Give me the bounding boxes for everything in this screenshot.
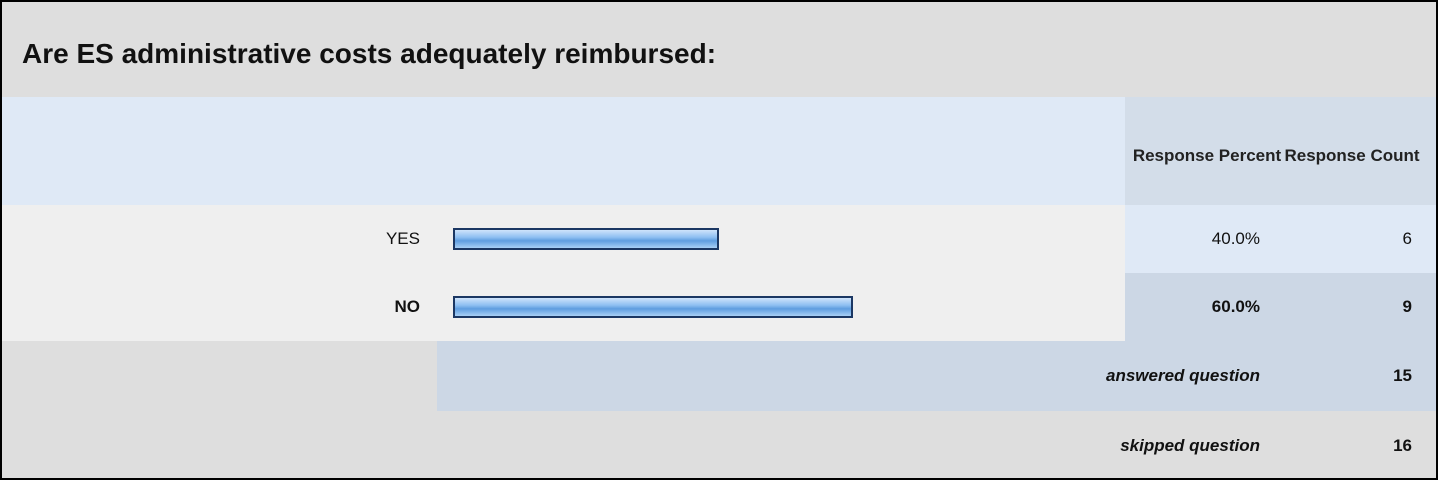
percent-label: 60.0% <box>1211 297 1260 316</box>
summary-label: skipped question <box>1120 436 1260 455</box>
category-label: NO <box>394 297 421 316</box>
summary-band <box>437 341 1436 411</box>
question-title: Are ES administrative costs adequately r… <box>22 38 717 69</box>
count-label: 9 <box>1402 297 1412 316</box>
count-label: 6 <box>1402 229 1412 248</box>
summary-value: 15 <box>1393 366 1412 385</box>
summary-value: 16 <box>1393 436 1412 455</box>
category-label: YES <box>385 229 420 248</box>
header-cols <box>1125 97 1436 205</box>
header-band <box>2 97 1125 205</box>
row-cols <box>1125 205 1436 273</box>
col-header: Response Count <box>1284 145 1420 165</box>
summary-label: answered question <box>1106 366 1260 385</box>
col-header: Response Percent <box>1132 145 1282 165</box>
bar <box>453 296 853 318</box>
bar <box>453 228 720 250</box>
row-cols <box>1125 273 1436 341</box>
percent-label: 40.0% <box>1211 229 1260 248</box>
